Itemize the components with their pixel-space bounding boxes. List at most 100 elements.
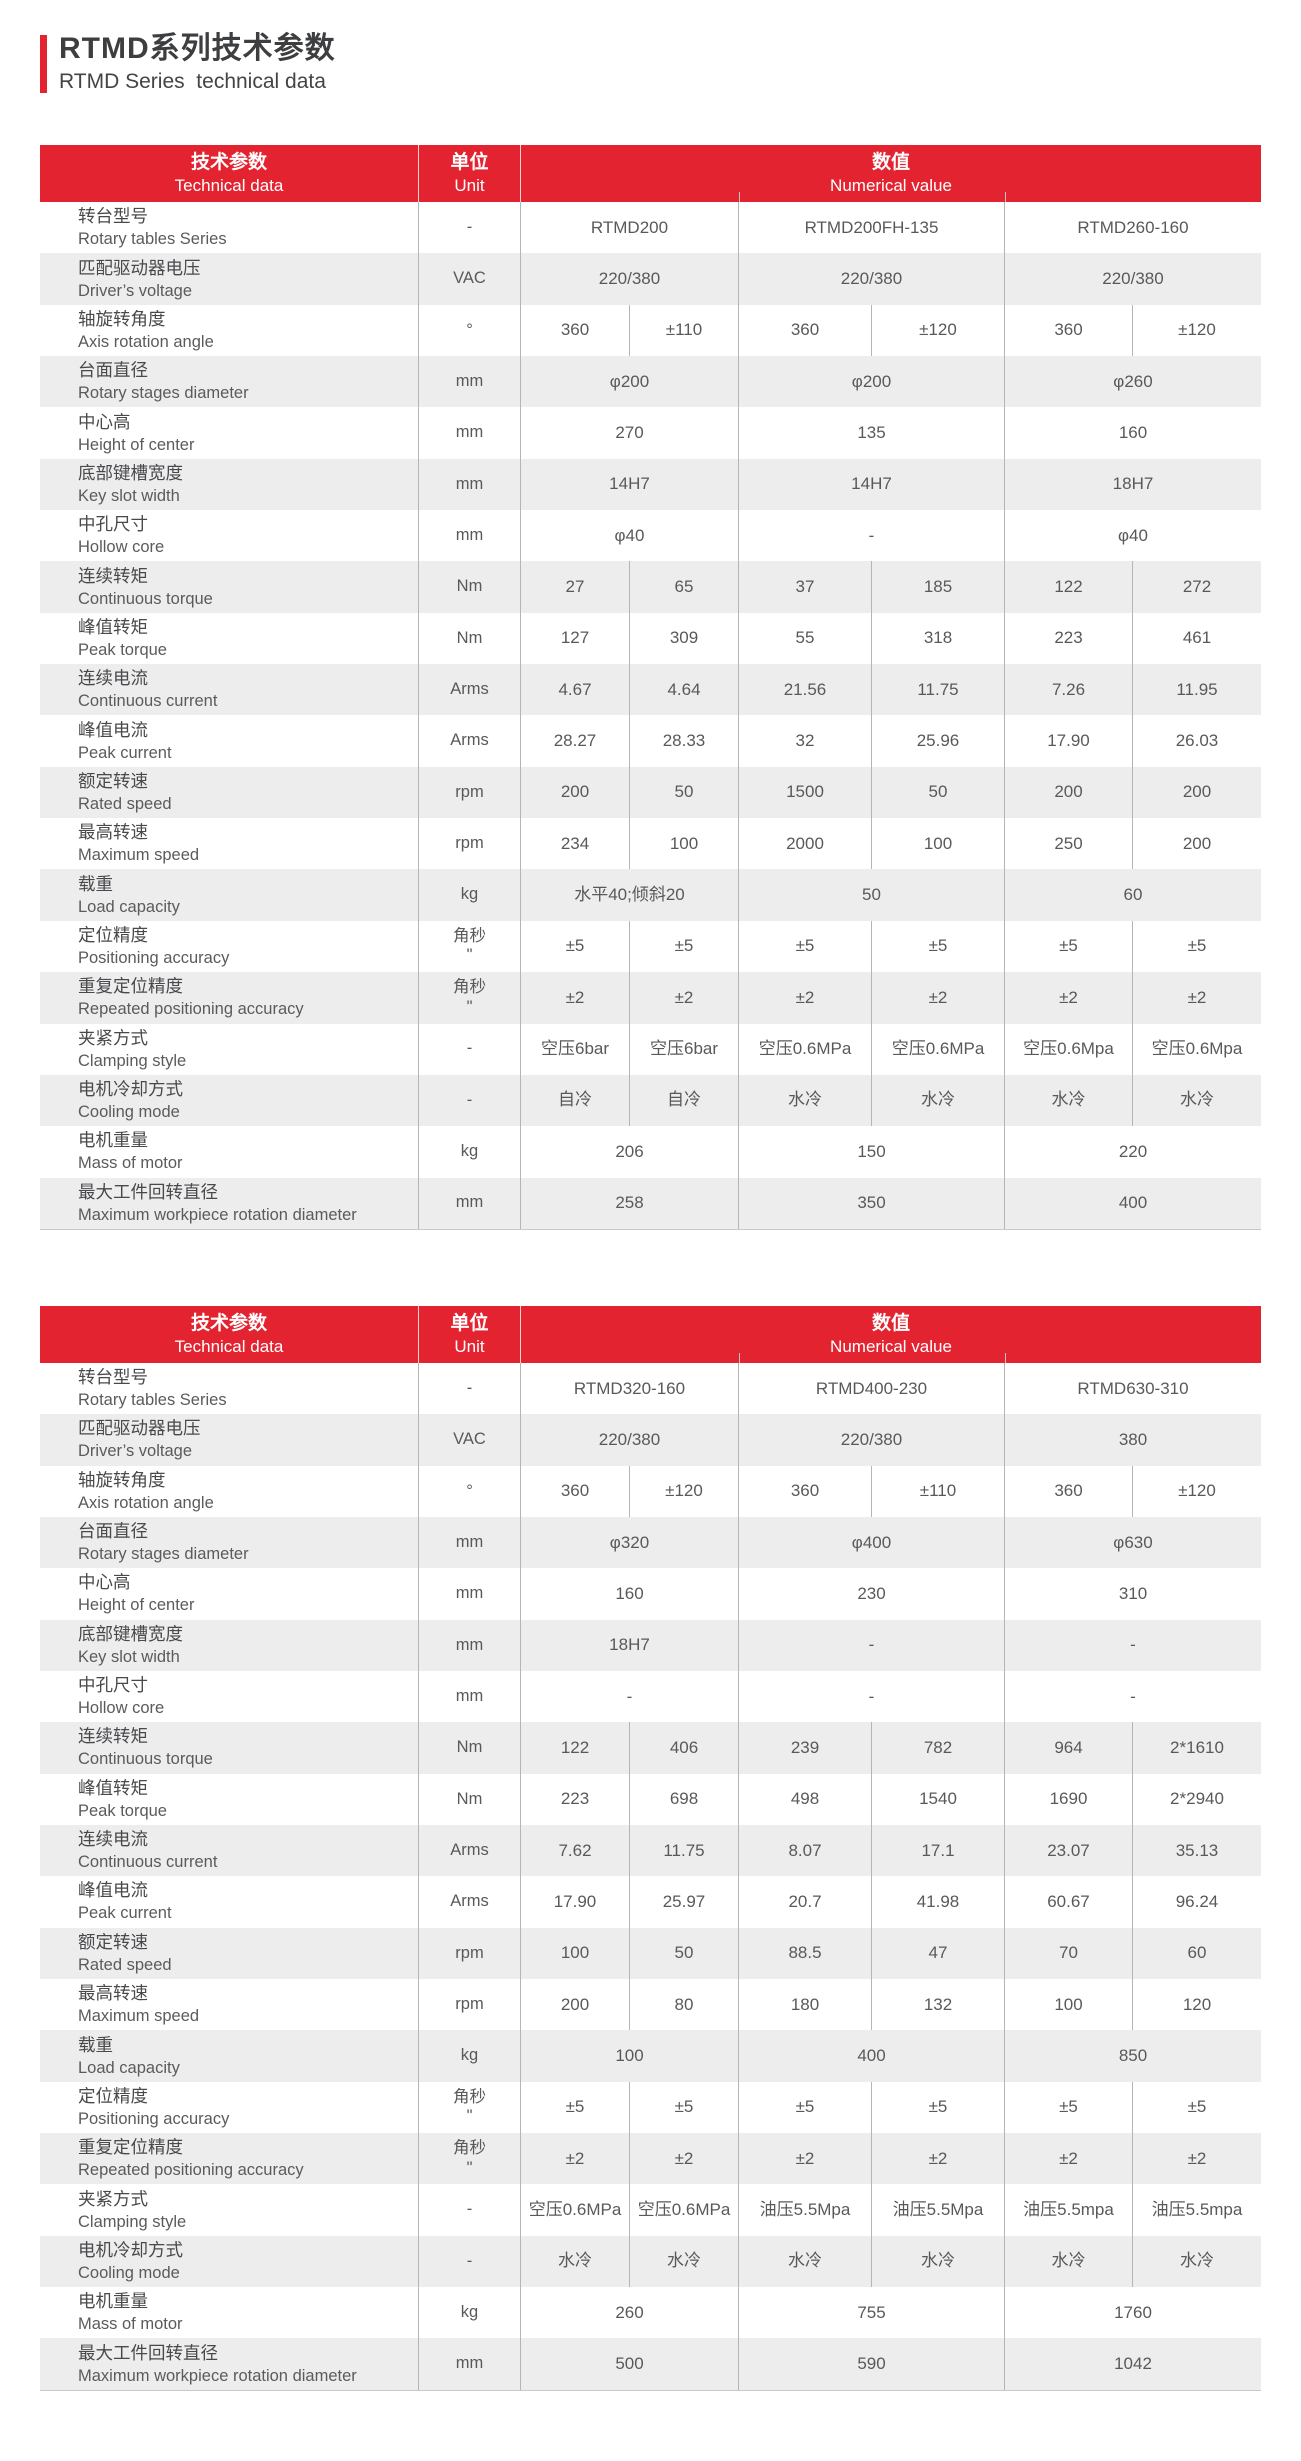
value-cell: RTMD320-160	[520, 1362, 738, 1415]
value-cell: 200	[1004, 766, 1132, 819]
param-label-en: Continuous torque	[78, 1750, 213, 1769]
param-cell: 匹配驱动器电压 Driver’s voltage	[40, 253, 418, 304]
value-cell: 160	[520, 1568, 738, 1620]
table-row: 中心高 Height of center mm 160 230 310	[40, 1568, 1261, 1620]
value-cell: 964	[1004, 1722, 1132, 1774]
param-label-cn: 转台型号	[78, 1367, 148, 1388]
param-cell: 电机重量 Mass of motor	[40, 2287, 418, 2338]
header-param-label-en: Technical data	[174, 1336, 284, 1356]
param-label-en: Driver’s voltage	[78, 1442, 193, 1461]
value-cell: 27	[520, 561, 629, 613]
header-group-divider	[1005, 1352, 1006, 1363]
table-row: 夹紧方式 Clamping style - 空压0.6MPa 空压0.6MPa 油压5.5…	[40, 2184, 1261, 2236]
table-body: 转台型号 Rotary tables Series - RTMD320-160 RTMD…	[40, 1362, 1261, 2391]
value-cell: 水冷	[1004, 2235, 1132, 2288]
table-row: 中孔尺寸 Hollow core mm - - -	[40, 1670, 1261, 1723]
unit-cell: -	[418, 1023, 520, 1075]
value-cell: ±5	[1132, 2081, 1261, 2134]
param-label-en: Load capacity	[78, 897, 180, 916]
spec-table-1: 技术参数 Technical data 单位 Unit 数值 Numerical valu…	[40, 145, 1261, 1230]
param-label-cn: 匹配驱动器电压	[78, 1418, 201, 1439]
value-cell: 油压5.5Mpa	[738, 2184, 871, 2236]
value-cell: ±110	[629, 304, 738, 357]
value-cell: 14H7	[738, 458, 1004, 511]
value-cell: 1690	[1004, 1773, 1132, 1825]
value-cell: 水冷	[1132, 1074, 1261, 1127]
param-cell: 底部键槽宽度 Key slot width	[40, 459, 418, 510]
table-row: 转台型号 Rotary tables Series - RTMD200 RTMD200F…	[40, 202, 1261, 254]
value-cell: 26.03	[1132, 715, 1261, 767]
unit-cell: kg	[418, 869, 520, 921]
unit-cell: Nm	[418, 612, 520, 665]
header-value-label-en: Numerical value	[830, 1336, 952, 1356]
param-label-cn: 峰值转矩	[78, 1777, 148, 1798]
unit-cell: -	[418, 2184, 520, 2236]
unit-cell: 角秒 "	[418, 972, 520, 1024]
value-cell: 47	[871, 1927, 1004, 1979]
value-cell: φ200	[738, 356, 1004, 408]
value-cell: ±2	[871, 2133, 1004, 2185]
value-cell: 11.75	[871, 664, 1004, 716]
param-cell: 载重 Load capacity	[40, 2030, 418, 2081]
value-cell: 220	[1004, 1126, 1261, 1178]
header-unit-label-cn: 单位	[450, 152, 489, 173]
unit-cell: °	[418, 1465, 520, 1517]
param-cell: 中心高 Height of center	[40, 1568, 418, 1619]
value-cell: 油压5.5mpa	[1004, 2184, 1132, 2236]
value-cell: 150	[738, 1126, 1004, 1178]
param-label-en: Hollow core	[78, 1699, 165, 1718]
param-cell: 连续电流 Continuous current	[40, 664, 418, 715]
value-cell: 360	[1004, 304, 1132, 357]
value-cell: 160	[1004, 407, 1261, 459]
value-cell: 239	[738, 1722, 871, 1774]
table-row: 额定转速 Rated speed rpm 100 50 88.5 47 70 60	[40, 1927, 1261, 1979]
header-group-divider	[1005, 192, 1006, 202]
param-label-cn: 载重	[78, 873, 113, 894]
unit-cell: -	[418, 2235, 520, 2288]
param-label-en: Peak torque	[78, 1801, 167, 1820]
value-cell: RTMD400-230	[738, 1362, 1004, 1415]
param-label-en: Cooling mode	[78, 2263, 180, 2282]
param-cell: 匹配驱动器电压 Driver’s voltage	[40, 1414, 418, 1465]
param-label-cn: 峰值电流	[78, 719, 148, 740]
unit-cell: Arms	[418, 1876, 520, 1928]
param-label-en: Height of center	[78, 435, 195, 454]
unit-cell: VAC	[418, 1414, 520, 1466]
value-cell: ±5	[1132, 920, 1261, 973]
header-param-label-cn: 技术参数	[190, 1312, 267, 1334]
value-cell: 7.62	[520, 1824, 629, 1877]
param-label-cn: 电机重量	[78, 2291, 148, 2312]
value-cell: 698	[629, 1773, 738, 1825]
param-label-en: Clamping style	[78, 1051, 187, 1070]
value-cell: 120	[1132, 1979, 1261, 2031]
value-cell: 空压0.6Mpa	[1004, 1023, 1132, 1075]
value-cell: -	[738, 510, 1004, 562]
unit-cell: -	[418, 1362, 520, 1415]
value-cell: 223	[1004, 612, 1132, 665]
value-cell: 空压0.6MPa	[738, 1023, 871, 1075]
table-row: 峰值转矩 Peak torque Nm 223 698 498 1540 1690 2*2940	[40, 1773, 1261, 1825]
value-cell: ±2	[1132, 972, 1261, 1024]
value-cell: 220/380	[520, 253, 738, 305]
page-subtitle: RTMD Series technical data	[59, 70, 326, 93]
param-cell: 最高转速 Maximum speed	[40, 1979, 418, 2030]
value-cell: ±2	[1132, 2133, 1261, 2185]
value-cell: 32	[738, 715, 871, 767]
param-label-en: Rotary stages diameter	[78, 384, 249, 403]
param-label-cn: 最大工件回转直径	[78, 2342, 218, 2363]
param-cell: 载重 Load capacity	[40, 869, 418, 920]
param-cell: 电机冷却方式 Cooling mode	[40, 1075, 418, 1126]
value-cell: 200	[1132, 766, 1261, 819]
value-cell: 206	[520, 1126, 738, 1178]
spec-table-2: 技术参数 Technical data 单位 Unit 数值 Numerical valu…	[40, 1305, 1261, 2391]
param-cell: 夹紧方式 Clamping style	[40, 2184, 418, 2235]
param-label-cn: 中心高	[78, 1572, 131, 1593]
value-cell: 17.90	[1004, 715, 1132, 767]
unit-cell: rpm	[418, 766, 520, 819]
value-cell: 水冷	[1132, 2235, 1261, 2288]
value-cell: 60	[1132, 1927, 1261, 1979]
param-label-en: Repeated positioning accuracy	[78, 1000, 304, 1019]
value-cell: 258	[520, 1177, 738, 1229]
value-cell: ±120	[1132, 304, 1261, 357]
value-cell: 7.26	[1004, 664, 1132, 716]
